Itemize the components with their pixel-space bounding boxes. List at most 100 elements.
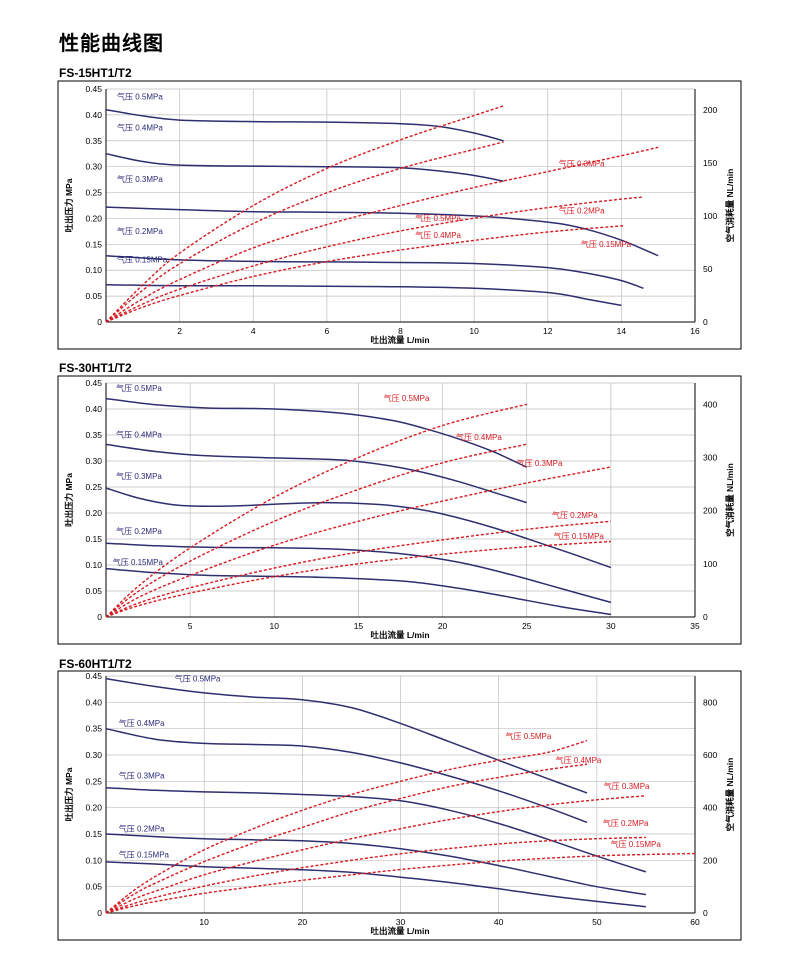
x-tick-label: 30	[606, 621, 616, 631]
curve-label: 气压 0.15MPa	[581, 239, 632, 249]
air-consumption-curve	[105, 836, 646, 914]
chart-title: FS-30HT1/T2	[59, 361, 132, 375]
curve-label: 气压 0.3MPa	[604, 781, 650, 791]
y-tick-label-left: 0.15	[85, 829, 102, 839]
y-tick-label-left: 0	[97, 908, 102, 918]
pressure-curve	[105, 567, 612, 616]
curve-label: 气压 0.4MPa	[116, 430, 162, 440]
y-tick-label-right: 200	[703, 105, 717, 115]
x-tick-label: 20	[298, 917, 308, 927]
x-tick-label: 6	[325, 326, 330, 336]
x-tick-label: 14	[617, 326, 627, 336]
pressure-curve	[105, 727, 588, 824]
air-consumption-curve	[105, 520, 611, 618]
y-tick-label-left: 0.05	[85, 291, 102, 301]
curve-label: 气压 0.2MPa	[117, 226, 163, 236]
x-tick-label: 30	[396, 917, 406, 927]
page-title: 性能曲线图	[59, 31, 164, 55]
x-tick-label: 10	[469, 326, 479, 336]
air-consumption-curve	[105, 795, 646, 914]
curve-label: 气压 0.2MPa	[559, 205, 605, 215]
pressure-curve	[105, 108, 504, 142]
pressure-curve	[105, 833, 647, 896]
curve-label: 气压 0.15MPa	[119, 850, 170, 860]
curve-label: 气压 0.4MPa	[556, 755, 602, 765]
pressure-curve	[105, 443, 527, 504]
air-consumption-curve	[105, 196, 644, 323]
y-tick-label-left: 0.45	[85, 671, 102, 681]
curve-label: 气压 0.3MPa	[117, 174, 163, 184]
x-tick-label: 8	[398, 326, 403, 336]
y-tick-label-right: 100	[703, 211, 717, 221]
x-tick-label: 16	[690, 326, 700, 336]
pressure-curve	[105, 861, 646, 908]
chart-fs30: 5 10 15 20 25 30 3500.050.100.150.200.250.300.…	[57, 375, 742, 645]
y-tick-label-right: 0	[703, 908, 708, 918]
y-tick-label-right: 0	[703, 317, 708, 327]
air-consumption-curve	[105, 403, 527, 618]
y-tick-label-right: 600	[703, 750, 717, 760]
air-consumption-curve	[105, 739, 588, 914]
curve-label: 气压 0.15MPa	[117, 254, 168, 264]
y-tick-label-left: 0.10	[85, 560, 102, 570]
air-consumption-curve	[105, 852, 696, 914]
pressure-curve	[105, 206, 659, 257]
curve-label: 气压 0.3MPa	[559, 159, 605, 169]
pressure-curve	[105, 487, 612, 569]
curve-label: 气压 0.2MPa	[552, 510, 598, 520]
x-tick-label: 10	[270, 621, 280, 631]
x-tick-label: 10	[199, 917, 209, 927]
x-tick-label: 4	[251, 326, 256, 336]
y-tick-label-right: 400	[703, 803, 717, 813]
curve-label: 气压 0.5MPa	[506, 731, 552, 741]
y-axis-label-right: 空气消耗量 NL/min	[725, 758, 735, 832]
y-tick-label-right: 800	[703, 697, 717, 707]
air-consumption-curve	[105, 466, 612, 618]
x-tick-label: 2	[177, 326, 182, 336]
y-tick-label-left: 0.40	[85, 697, 102, 707]
x-tick-label: 50	[592, 917, 602, 927]
y-tick-label-left: 0.20	[85, 213, 102, 223]
chart-title: FS-60HT1/T2	[59, 657, 132, 671]
y-tick-label-left: 0.45	[85, 378, 102, 388]
y-tick-label-right: 0	[703, 612, 708, 622]
y-tick-label-left: 0.05	[85, 586, 102, 596]
air-consumption-curve	[105, 141, 504, 323]
y-tick-label-left: 0.35	[85, 430, 102, 440]
y-tick-label-left: 0.35	[85, 136, 102, 146]
y-axis-label-right: 空气消耗量 NL/min	[725, 169, 735, 243]
y-tick-label-left: 0.20	[85, 508, 102, 518]
chart-fs15: 2 4 6 8 10 12 14 1600.050.100.150.200.250.300.3…	[57, 80, 742, 350]
air-consumption-curve	[105, 540, 611, 618]
y-tick-label-right: 100	[703, 559, 717, 569]
y-tick-label-left: 0	[97, 317, 102, 327]
curve-label: 气压 0.4MPa	[415, 230, 461, 240]
chart-frame	[57, 80, 742, 350]
chart-frame	[57, 670, 742, 941]
y-tick-label-right: 400	[703, 399, 717, 409]
y-tick-label-right: 200	[703, 506, 717, 516]
y-tick-label-right: 200	[703, 855, 717, 865]
curve-label: 气压 0.5MPa	[116, 383, 162, 393]
x-tick-label: 5	[188, 621, 193, 631]
y-tick-label-left: 0.30	[85, 456, 102, 466]
pressure-curve	[105, 397, 528, 468]
y-tick-label-left: 0.10	[85, 855, 102, 865]
x-tick-label: 35	[690, 621, 700, 631]
air-consumption-curve	[105, 146, 659, 323]
curve-label: 气压 0.15MPa	[554, 531, 605, 541]
y-tick-label-left: 0.30	[85, 750, 102, 760]
air-consumption-curve	[105, 763, 588, 914]
curve-label: 气压 0.5MPa	[117, 91, 163, 101]
chart-frame	[57, 375, 742, 645]
y-tick-label-right: 50	[703, 264, 713, 274]
y-axis-label-left: 吐出压力 MPa	[64, 178, 74, 232]
y-tick-label-left: 0.40	[85, 404, 102, 414]
curve-label: 气压 0.2MPa	[119, 823, 165, 833]
y-axis-label-left: 吐出压力 MPa	[64, 767, 74, 821]
pressure-curve	[105, 152, 504, 182]
curve-label: 气压 0.3MPa	[116, 471, 162, 481]
curve-label: 气压 0.15MPa	[113, 557, 164, 567]
air-consumption-curve	[105, 224, 626, 323]
curve-label: 气压 0.3MPa	[119, 771, 165, 781]
